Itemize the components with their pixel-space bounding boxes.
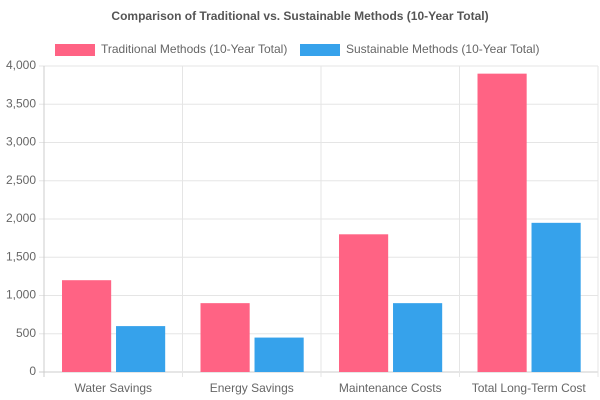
bar	[477, 73, 527, 373]
y-tick-label: 3,500	[6, 96, 36, 110]
y-tick-label: 2,000	[6, 211, 36, 225]
x-tick-label: Total Long-Term Cost	[472, 381, 587, 395]
y-tick-label: 1,000	[6, 288, 36, 302]
bar	[393, 303, 443, 372]
bar	[200, 303, 250, 372]
bar	[116, 326, 166, 372]
y-tick-label: 1,500	[6, 249, 36, 263]
legend-label: Traditional Methods (10-Year Total)	[101, 42, 287, 56]
y-tick-label: 0	[29, 364, 36, 378]
bar	[531, 222, 581, 372]
y-tick-label: 3,000	[6, 135, 36, 149]
bar	[62, 280, 112, 372]
legend-swatch	[55, 44, 95, 56]
chart-title: Comparison of Traditional vs. Sustainabl…	[111, 9, 488, 23]
y-tick-label: 2,500	[6, 173, 36, 187]
y-tick-label: 500	[16, 326, 36, 340]
x-tick-label: Energy Savings	[210, 381, 294, 395]
bar	[339, 234, 389, 372]
legend-label: Sustainable Methods (10-Year Total)	[346, 42, 539, 56]
x-tick-label: Water Savings	[74, 381, 152, 395]
bar	[254, 337, 304, 372]
x-tick-label: Maintenance Costs	[339, 381, 442, 395]
legend-swatch	[300, 44, 340, 56]
y-tick-label: 4,000	[6, 58, 36, 72]
